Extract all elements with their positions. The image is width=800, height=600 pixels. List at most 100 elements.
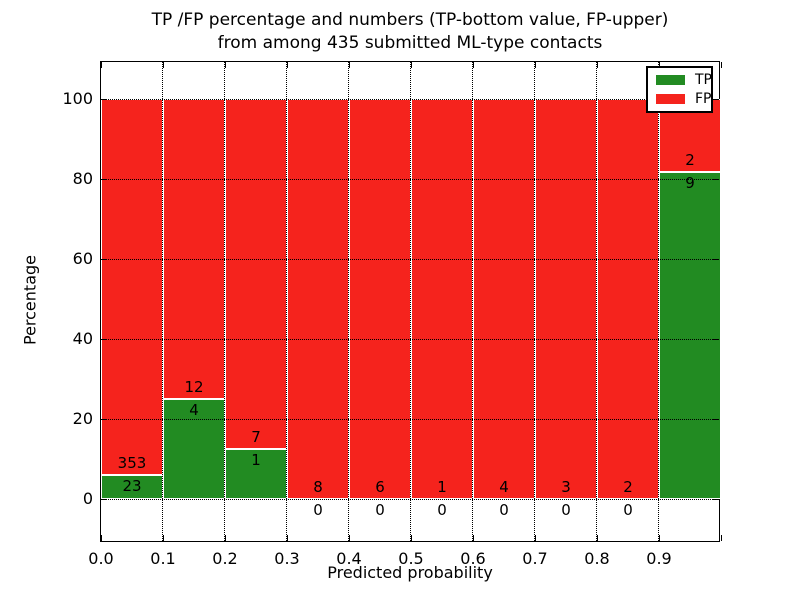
bar-segment-fp bbox=[473, 99, 535, 499]
x-tick bbox=[473, 535, 474, 541]
x-tick bbox=[163, 535, 164, 541]
legend-entry-fp: FP bbox=[648, 91, 712, 108]
annotation-fp-count: 2 bbox=[685, 150, 695, 169]
annotation-tp-count: 4 bbox=[189, 401, 199, 419]
bar-segment-tp bbox=[659, 171, 721, 499]
v-gridline bbox=[410, 62, 411, 541]
y-tick bbox=[101, 419, 107, 420]
annotation-fp-count: 2 bbox=[623, 478, 633, 496]
annotation-tp-count: 0 bbox=[561, 501, 571, 519]
y-tick bbox=[101, 179, 107, 180]
y-tick bbox=[101, 499, 107, 500]
annotation-fp-count: 6 bbox=[375, 478, 385, 496]
y-tick bbox=[713, 99, 719, 100]
bar-segment-fp bbox=[535, 99, 597, 499]
bar-segment-fp bbox=[411, 99, 473, 499]
x-tick-label: 0.4 bbox=[336, 549, 362, 568]
y-tick bbox=[101, 259, 107, 260]
x-tick bbox=[597, 62, 598, 68]
plot-area: 353 23 12 4 7 1 8 0 6 0 1 0 4 0 3 0 2 0 2 9 0.0 0.1 0.2 0.3 0.4 0… bbox=[62, 61, 722, 568]
legend-label-tp: TP bbox=[695, 71, 712, 88]
annotation-fp-count: 3 bbox=[561, 478, 571, 496]
y-tick-label: 100 bbox=[62, 89, 93, 108]
bar-segment-fp bbox=[349, 99, 411, 499]
y-tick bbox=[713, 339, 719, 340]
annotation-tp-count: 0 bbox=[499, 501, 509, 519]
x-tick bbox=[473, 62, 474, 68]
x-tick-label: 0.0 bbox=[88, 549, 114, 568]
x-tick bbox=[287, 62, 288, 68]
bar-segment-fp bbox=[287, 99, 349, 499]
y-axis-label: Percentage bbox=[20, 254, 40, 346]
x-tick bbox=[411, 62, 412, 68]
x-axis-label: Predicted probability bbox=[327, 563, 493, 582]
y-tick-label: 20 bbox=[72, 409, 93, 428]
x-tick bbox=[225, 535, 226, 541]
x-tick bbox=[535, 62, 536, 68]
v-gridline bbox=[534, 62, 535, 541]
y-tick bbox=[713, 499, 719, 500]
x-tick bbox=[535, 535, 536, 541]
x-tick bbox=[349, 62, 350, 68]
y-tick bbox=[713, 179, 719, 180]
x-tick bbox=[349, 535, 350, 541]
annotation-fp-count: 7 bbox=[251, 428, 261, 446]
y-tick bbox=[713, 259, 719, 260]
y-tick-label: 0 bbox=[82, 489, 93, 508]
x-tick bbox=[101, 62, 102, 68]
bar-segment-tp bbox=[101, 474, 163, 499]
v-gridline bbox=[162, 62, 163, 541]
y-tick-label: 80 bbox=[72, 169, 93, 188]
x-tick-label: 0.5 bbox=[398, 549, 424, 568]
v-gridline bbox=[224, 62, 225, 541]
v-gridline bbox=[658, 62, 659, 541]
legend: TP FP bbox=[646, 66, 713, 113]
x-tick-label: 0.9 bbox=[646, 549, 672, 568]
x-tick bbox=[721, 535, 722, 541]
x-tick bbox=[411, 535, 412, 541]
x-tick-label: 0.3 bbox=[274, 549, 300, 568]
v-gridline bbox=[596, 62, 597, 541]
bar-segment-fp bbox=[225, 99, 287, 449]
x-tick bbox=[659, 62, 660, 68]
legend-label-fp: FP bbox=[695, 91, 712, 108]
y-tick-label: 40 bbox=[72, 329, 93, 348]
x-tick-label: 0.2 bbox=[212, 549, 238, 568]
legend-swatch-fp bbox=[656, 94, 685, 105]
x-tick-label: 0.6 bbox=[460, 549, 486, 568]
x-tick-label: 0.7 bbox=[522, 549, 548, 568]
annotation-fp-count: 1 bbox=[437, 478, 447, 496]
x-tick bbox=[597, 535, 598, 541]
annotation-fp-count: 8 bbox=[313, 478, 323, 496]
bar-segment-tp bbox=[163, 399, 225, 499]
chart-title: TP /FP percentage and numbers (TP-bottom… bbox=[100, 9, 720, 55]
annotation-fp-count: 12 bbox=[184, 378, 204, 396]
bar-segment-fp bbox=[163, 99, 225, 399]
y-tick bbox=[101, 339, 107, 340]
x-tick bbox=[659, 535, 660, 541]
bar-segment-fp bbox=[597, 99, 659, 499]
y-tick bbox=[713, 419, 719, 420]
x-tick bbox=[225, 62, 226, 68]
x-tick bbox=[721, 62, 722, 68]
annotation-tp-count: 0 bbox=[437, 501, 447, 519]
annotation-tp-count: 9 bbox=[685, 173, 695, 192]
chart-title-line1: TP /FP percentage and numbers (TP-bottom… bbox=[151, 10, 669, 30]
annotation-tp-count: 0 bbox=[623, 501, 633, 519]
annotation-tp-count: 23 bbox=[122, 476, 142, 495]
v-gridline bbox=[286, 62, 287, 541]
v-gridline bbox=[472, 62, 473, 541]
x-tick-label: 0.8 bbox=[584, 549, 610, 568]
annotation-tp-count: 1 bbox=[251, 451, 261, 469]
legend-entry-tp: TP bbox=[648, 71, 712, 88]
y-tick bbox=[101, 99, 107, 100]
x-tick bbox=[287, 535, 288, 541]
bar-segment-fp bbox=[101, 99, 163, 475]
legend-swatch-tp bbox=[656, 74, 685, 85]
x-tick bbox=[101, 535, 102, 541]
annotation-fp-count: 353 bbox=[117, 453, 147, 472]
v-gridline bbox=[348, 62, 349, 541]
y-tick-label: 60 bbox=[72, 249, 93, 268]
annotation-tp-count: 0 bbox=[375, 501, 385, 519]
